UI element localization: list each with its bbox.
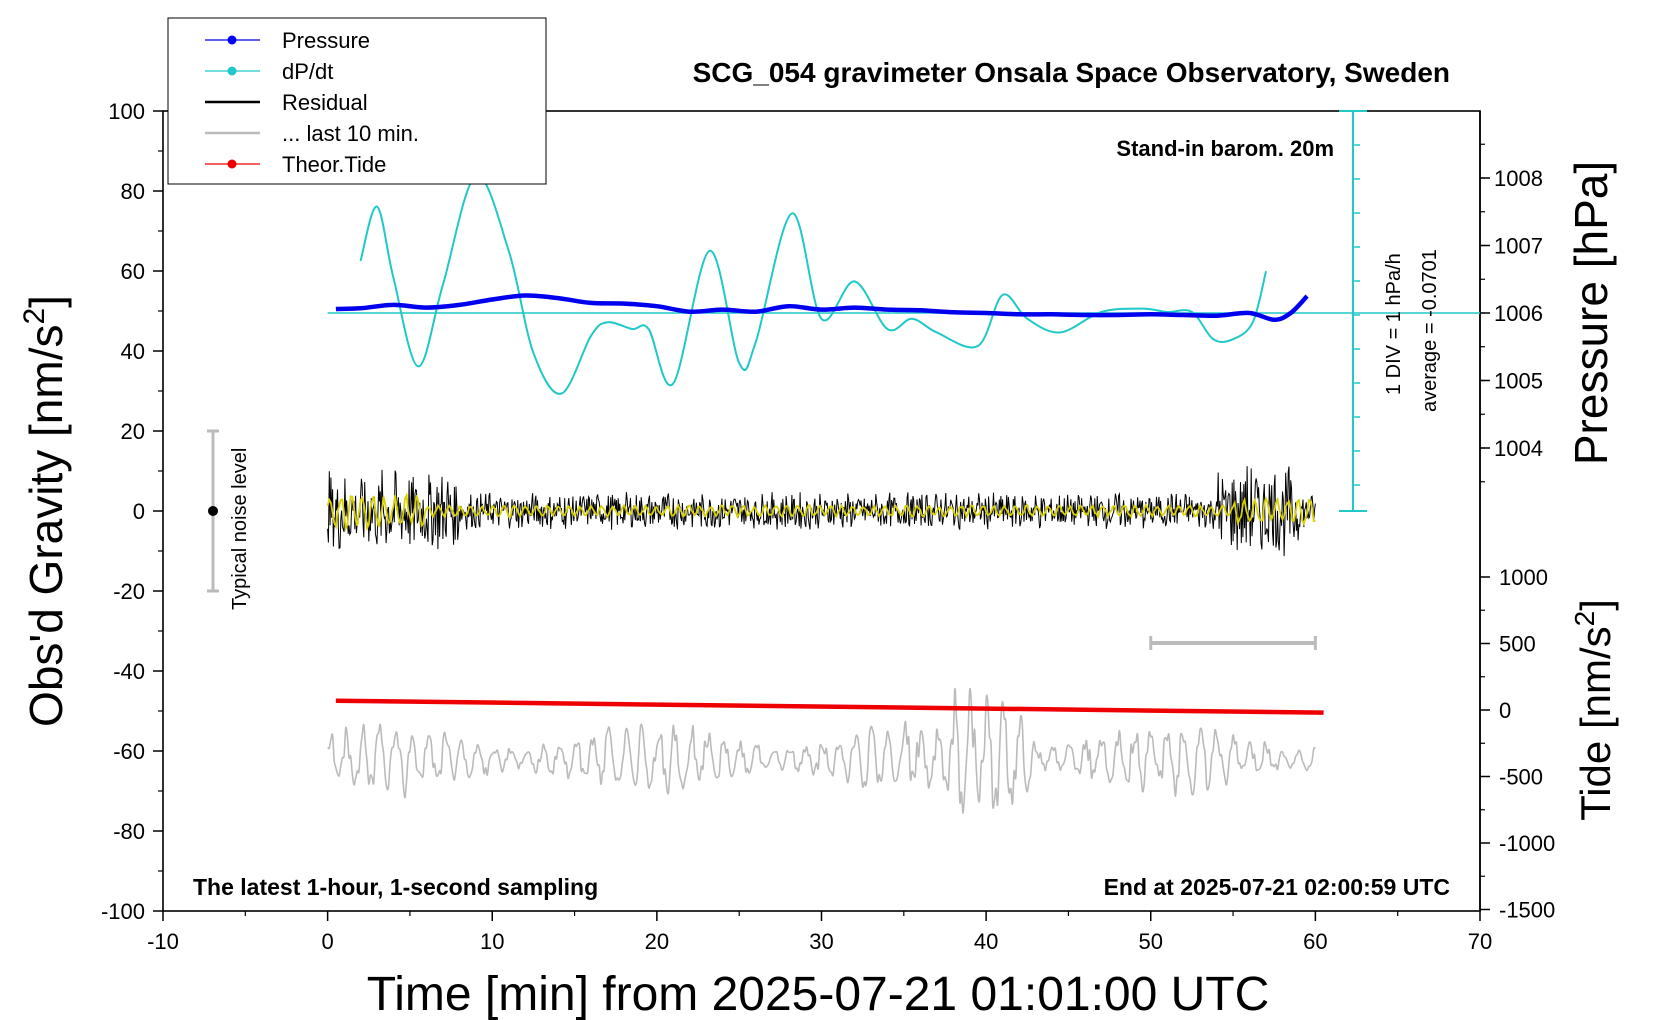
legend-label: dP/dt [282,59,333,84]
y-tick-label: 0 [133,499,145,524]
pressure-tick-label: 1004 [1494,436,1543,461]
series-pressure [335,293,1309,323]
x-tick-label: 30 [809,929,833,954]
tide-axis-label-sup: 2 [1569,611,1600,627]
div-note: 1 DIV = 1 hPa/h [1383,253,1405,395]
tide-tick-label: 1000 [1499,565,1548,590]
series-last-10-min [327,687,1316,815]
tide-axis-label: Tide [nm/s2] [1569,599,1619,821]
latest-note: The latest 1-hour, 1-second sampling [193,874,598,900]
legend-label: Pressure [282,28,370,53]
tide-tick-label: 500 [1499,632,1536,657]
y-axis-label-left-sup: 2 [18,308,51,325]
noise-dot [208,506,218,516]
y-axis-label-left-end: ] [20,295,72,308]
tide-tick-label: 0 [1499,698,1511,723]
series-theor-tide [335,698,1324,715]
x-tick-label: 60 [1303,929,1327,954]
legend-marker [227,66,237,76]
series-residual [327,466,1316,557]
x-tick-label: 50 [1139,929,1163,954]
y-tick-label: 20 [121,419,145,444]
pressure-tick-label: 1007 [1494,234,1543,259]
last-10-min-bar [1149,636,1317,650]
pressure-tick-label: 1008 [1494,166,1543,191]
x-tick-label: 40 [974,929,998,954]
x-axis-ticks: -10 0 10 20 30 40 50 60 70 [147,911,1492,954]
tide-axis: 1000 500 0 -500 -1000 -1500 [1480,565,1555,923]
tide-tick-label: -500 [1499,765,1543,790]
average-note: average = -0.0701 [1419,249,1441,412]
y-tick-label: 80 [121,179,145,204]
series-layer [326,174,1324,815]
tide-tick-label: -1000 [1499,831,1555,856]
y-tick-label: 60 [121,259,145,284]
x-tick-label: -10 [147,929,179,954]
x-tick-label: 70 [1468,929,1492,954]
y-tick-label: -40 [113,659,145,684]
y-tick-label: -60 [113,739,145,764]
end-note: End at 2025-07-21 02:00:59 UTC [1104,874,1450,900]
legend-label: Theor.Tide [282,152,386,177]
x-tick-label: 10 [480,929,504,954]
y-tick-label: -100 [101,899,145,924]
legend-label: ... last 10 min. [282,121,419,146]
noise-label: Typical noise level [229,448,251,610]
legend-marker [227,35,237,45]
legend-marker [227,159,237,169]
y-tick-label: 40 [121,339,145,364]
pressure-tick-label: 1006 [1494,301,1543,326]
x-tick-label: 0 [322,929,334,954]
pressure-tick-label: 1005 [1494,369,1543,394]
y-tick-label: -80 [113,819,145,844]
series-dpdt [359,174,1267,395]
series-residual-filtered [326,492,1316,532]
x-axis-label: Time [min] from 2025-07-21 01:01:00 UTC [367,968,1270,1020]
legend: Pressure dP/dt Residual ... last 10 min. The… [167,17,547,185]
y-axis-label-left: Obs'd Gravity [nm/s2] [18,295,72,727]
pressure-axis: 1008 1007 1006 1005 1004 [1479,111,1543,911]
barometer-note: Stand-in barom. 20m [1116,136,1334,161]
y-tick-label: 100 [108,99,145,124]
noise-level-indicator: Typical noise level [207,429,251,610]
x-tick-label: 20 [645,929,669,954]
pressure-axis-label: Pressure [hPa] [1565,161,1617,465]
y-tick-label: -20 [113,579,145,604]
y-axis-ticks: 100 80 60 40 20 0 -20 -40 -60 -80 -100 [101,99,163,924]
legend-label: Residual [282,90,368,115]
tide-tick-label: -1500 [1499,898,1555,923]
tide-axis-label-end: ] [1572,599,1619,611]
chart-title: SCG_054 gravimeter Onsala Space Observat… [693,57,1450,88]
